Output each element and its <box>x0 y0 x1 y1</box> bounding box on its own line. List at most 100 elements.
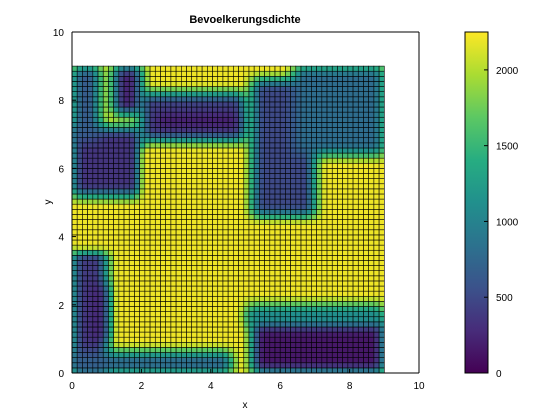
heatmap-cell <box>196 70 203 77</box>
heatmap-cell <box>227 331 234 338</box>
heatmap-cell <box>97 96 104 103</box>
heatmap-cell <box>373 193 380 200</box>
heatmap-cell <box>207 122 213 128</box>
heatmap-cell <box>279 111 286 118</box>
heatmap-cell <box>149 65 156 72</box>
heatmap-cell <box>357 86 364 92</box>
heatmap-cell <box>331 76 338 82</box>
heatmap-cell <box>102 311 109 318</box>
heatmap-cell <box>128 321 135 328</box>
heatmap-cell <box>76 321 83 328</box>
heatmap-cell <box>201 193 208 200</box>
heatmap-cell <box>290 168 297 174</box>
heatmap-cell <box>175 193 182 200</box>
heatmap-cell <box>175 214 182 220</box>
heatmap-cell <box>290 290 297 297</box>
heatmap-cell <box>285 275 291 282</box>
heatmap-cell <box>154 86 161 92</box>
heatmap-cell <box>92 367 99 374</box>
heatmap-cell <box>82 209 88 215</box>
heatmap-cell <box>87 65 94 72</box>
heatmap-cell <box>295 285 302 292</box>
heatmap-cell <box>243 265 250 271</box>
heatmap-cell <box>316 270 323 277</box>
heatmap-cell <box>300 209 307 215</box>
heatmap-cell <box>311 280 317 287</box>
heatmap-cell <box>175 265 182 271</box>
heatmap-cell <box>207 214 213 220</box>
heatmap-cell <box>352 116 359 123</box>
heatmap-cell <box>92 178 99 185</box>
heatmap-cell <box>139 127 146 133</box>
heatmap-cell <box>269 347 276 353</box>
heatmap-cell <box>160 234 166 241</box>
heatmap-cell <box>165 275 172 282</box>
heatmap-cell <box>305 70 312 77</box>
heatmap-cell <box>248 168 255 174</box>
heatmap-cell <box>368 157 375 164</box>
heatmap-cell <box>300 244 307 251</box>
heatmap-cell <box>123 162 130 169</box>
heatmap-cell <box>170 275 177 282</box>
heatmap-cell <box>196 234 203 241</box>
heatmap-cell <box>108 331 114 338</box>
heatmap-cell <box>217 137 224 144</box>
heatmap-cell <box>92 147 99 154</box>
heatmap-cell <box>134 357 140 364</box>
heatmap-cell <box>160 86 166 92</box>
heatmap-cell <box>160 326 166 333</box>
heatmap-cell <box>222 270 229 277</box>
heatmap-cell <box>243 86 250 92</box>
heatmap-cell <box>378 203 385 210</box>
heatmap-cell <box>186 106 193 113</box>
heatmap-cell <box>311 234 317 241</box>
heatmap-cell <box>186 132 193 139</box>
heatmap-cell <box>76 81 83 87</box>
heatmap-cell <box>269 91 276 98</box>
heatmap-cell <box>305 86 312 92</box>
heatmap-cell <box>342 162 349 169</box>
heatmap-cell <box>87 193 94 200</box>
heatmap-cell <box>233 347 239 353</box>
heatmap-cell <box>264 188 271 195</box>
heatmap-cell <box>295 70 302 77</box>
heatmap-cell <box>253 290 260 297</box>
heatmap-cell <box>279 101 286 108</box>
heatmap-cell <box>363 214 369 220</box>
heatmap-cell <box>97 275 104 282</box>
heatmap-cell <box>76 168 83 174</box>
heatmap-cell <box>326 132 333 139</box>
heatmap-cell <box>82 239 88 246</box>
heatmap-cell <box>290 162 297 169</box>
heatmap-cell <box>227 285 234 292</box>
heatmap-cell <box>285 280 291 287</box>
heatmap-cell <box>123 214 130 220</box>
heatmap-cell <box>196 321 203 328</box>
heatmap-cell <box>212 229 219 236</box>
heatmap-cell <box>321 116 328 123</box>
heatmap-cell <box>352 280 359 287</box>
heatmap-cell <box>144 203 151 210</box>
heatmap-cell <box>170 270 177 277</box>
heatmap-cell <box>113 101 120 108</box>
heatmap-cell <box>113 342 120 348</box>
heatmap-cell <box>285 367 291 374</box>
heatmap-cell <box>316 132 323 139</box>
heatmap-cell <box>113 311 120 318</box>
heatmap-cell <box>201 147 208 154</box>
heatmap-cell <box>97 347 104 353</box>
heatmap-cell <box>352 147 359 154</box>
heatmap-cell <box>233 209 239 215</box>
heatmap-cell <box>144 306 151 312</box>
heatmap-cell <box>123 65 130 72</box>
heatmap-cell <box>269 214 276 220</box>
heatmap-cell <box>337 331 343 338</box>
heatmap-cell <box>352 142 359 149</box>
heatmap-cell <box>248 275 255 282</box>
heatmap-cell <box>290 65 297 72</box>
heatmap-cell <box>222 306 229 312</box>
heatmap-cell <box>233 295 239 302</box>
heatmap-cell <box>82 275 88 282</box>
heatmap-cell <box>311 152 317 159</box>
heatmap-cell <box>165 331 172 338</box>
